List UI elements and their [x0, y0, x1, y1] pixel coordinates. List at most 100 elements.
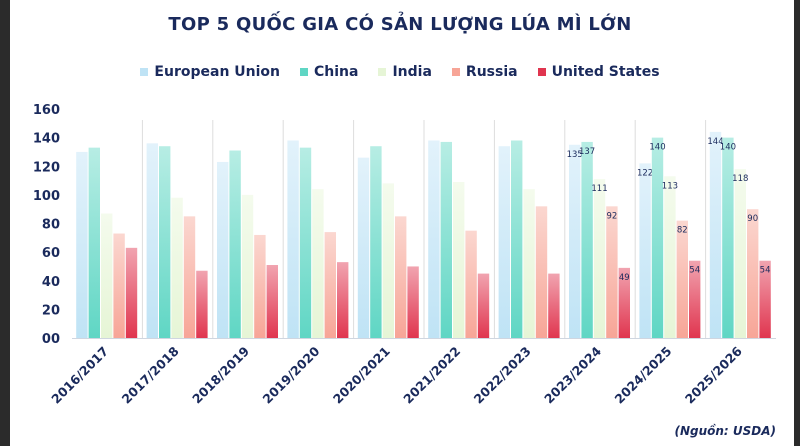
legend-item-india: India: [378, 64, 432, 80]
bar: [453, 181, 465, 338]
bar: [606, 206, 618, 338]
chart-legend: European Union China India Russia United…: [0, 64, 800, 80]
y-tick-label: 60: [42, 246, 60, 261]
bar: [229, 150, 241, 338]
legend-label-china: China: [314, 64, 359, 80]
legend-label-russia: Russia: [465, 64, 518, 80]
x-tick-label: 2023/2024: [541, 343, 604, 406]
bar: [382, 183, 394, 338]
bar: [217, 161, 229, 338]
bar: [407, 266, 419, 338]
data-label: 137: [579, 147, 595, 157]
bar: [370, 146, 382, 338]
bar: [569, 144, 581, 338]
bar: [689, 260, 701, 338]
x-tick-label: 2016/2017: [48, 344, 111, 407]
left-frame-edge: [0, 0, 10, 446]
bar: [171, 197, 183, 338]
data-label: 113: [662, 181, 678, 191]
legend-swatch-european-union: [140, 68, 149, 76]
bar: [639, 163, 651, 338]
y-tick-label: 100: [33, 189, 60, 204]
y-tick-label: 00: [42, 332, 60, 347]
source-note: (Nguồn: USDA): [674, 424, 776, 438]
bar: [113, 233, 125, 338]
bar: [428, 140, 440, 338]
data-label: 122: [637, 168, 653, 178]
bar: [709, 131, 722, 338]
chart-title: TOP 5 QUỐC GIA CÓ SẢN LƯỢNG LÚA MÌ LỚN: [168, 14, 632, 35]
data-label: 111: [591, 184, 607, 194]
x-tick-label: 2025/2026: [682, 343, 745, 406]
x-tick-label: 2020/2021: [330, 344, 393, 407]
y-tick-label: 80: [42, 218, 60, 233]
y-tick-label: 20: [42, 303, 60, 318]
bar: [759, 260, 771, 338]
bar: [357, 157, 370, 338]
legend-label-india: India: [392, 64, 432, 80]
legend-item-china: China: [300, 64, 358, 80]
x-tick-label: 2024/2025: [611, 344, 674, 407]
bar: [299, 147, 312, 338]
legend-item-european-union: European Union: [140, 64, 280, 80]
x-tick-label: 2019/2020: [259, 343, 322, 406]
x-tick-label: 2021/2022: [400, 344, 463, 407]
bar: [593, 179, 606, 338]
data-label: 144: [707, 137, 723, 147]
data-label: 90: [747, 214, 758, 224]
legend-item-united-states: United States: [537, 64, 660, 80]
bar: [734, 169, 746, 338]
data-label: 140: [649, 143, 665, 153]
x-tick-label: 2017/2018: [119, 344, 182, 407]
bar: [477, 273, 490, 338]
bar: [651, 137, 664, 338]
bar: [196, 270, 208, 338]
bar: [747, 209, 759, 338]
y-tick-label: 140: [33, 132, 60, 147]
bar: [101, 213, 113, 338]
bar: [241, 194, 254, 338]
bar: [125, 247, 138, 338]
bar: [498, 146, 510, 338]
bar: [254, 234, 266, 338]
legend-swatch-china: [300, 68, 308, 76]
bar: [266, 265, 278, 338]
data-label: 49: [619, 273, 630, 283]
data-label: 118: [732, 174, 748, 184]
bar: [183, 216, 196, 338]
legend-label-european-union: European Union: [154, 64, 280, 80]
bar: [523, 189, 535, 338]
x-tick-label: 2018/2019: [189, 344, 252, 407]
bar: [324, 232, 336, 338]
bar: [159, 146, 171, 338]
legend-swatch-india: [378, 68, 387, 76]
legend-label-united-states: United States: [551, 64, 660, 80]
bar: [146, 143, 158, 338]
bar: [440, 141, 452, 338]
data-label: 82: [677, 226, 688, 236]
bar: [465, 230, 477, 338]
bar: [535, 206, 548, 338]
data-label: 135: [567, 150, 583, 160]
bar: [337, 262, 349, 338]
bar: [88, 147, 100, 338]
legend-swatch-russia: [451, 68, 460, 76]
bar: [395, 216, 407, 338]
bar: [676, 220, 688, 338]
y-tick-label: 40: [42, 275, 60, 290]
y-tick-label: 160: [33, 103, 60, 118]
bar: [287, 140, 299, 338]
data-label: 140: [720, 143, 736, 153]
bar: [76, 151, 88, 338]
bar: [312, 189, 324, 338]
right-frame-edge: [794, 0, 800, 446]
bar: [581, 141, 593, 338]
data-label: 92: [606, 211, 617, 221]
bar: [664, 176, 676, 338]
bar: [511, 140, 523, 338]
bar: [722, 137, 734, 338]
legend-item-russia: Russia: [451, 64, 518, 80]
legend-swatch-united-states: [537, 68, 546, 76]
bar: [548, 273, 560, 338]
